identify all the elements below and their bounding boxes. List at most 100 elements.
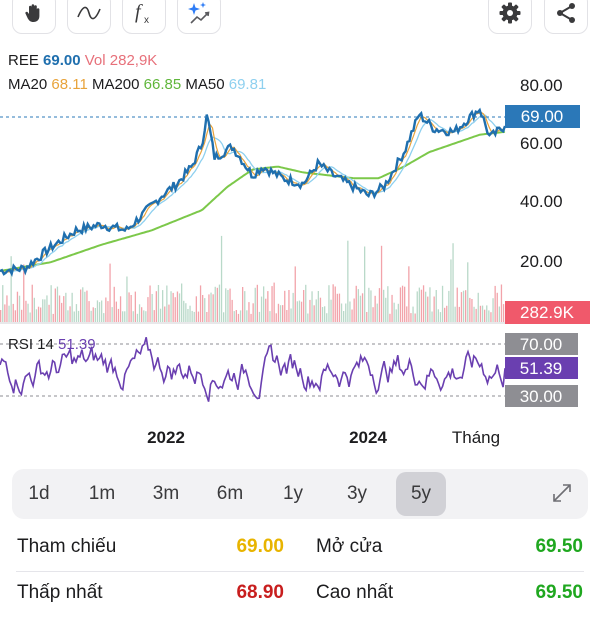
ma20-line: [0, 112, 506, 273]
settings-button[interactable]: [488, 0, 532, 34]
volume-bar: [44, 299, 46, 322]
volume-bar: [136, 313, 139, 322]
stats-divider: [16, 571, 584, 572]
share-button[interactable]: [544, 0, 588, 34]
volume-bar: [389, 313, 391, 322]
volume-bar: [77, 310, 80, 322]
volume-bar: [319, 297, 322, 322]
volume-bar: [502, 304, 505, 322]
volume-bar: [296, 301, 298, 322]
volume-bar: [258, 311, 261, 322]
volume-bar: [223, 312, 225, 322]
volume-bar: [170, 291, 172, 322]
range-1d[interactable]: 1d: [28, 483, 50, 504]
volume-bar: [401, 285, 404, 322]
volume-bar: [380, 245, 383, 322]
range-5y[interactable]: 5y: [396, 472, 446, 516]
volume-bar: [427, 296, 429, 322]
volume-bar: [431, 311, 433, 322]
volume-bar: [305, 284, 307, 322]
time-axis: 2022 2024 Tháng: [147, 428, 500, 447]
hand-tool-button[interactable]: [12, 0, 56, 34]
volume-bar: [368, 287, 370, 322]
volume-bar: [439, 312, 442, 322]
volume-bar: [86, 290, 88, 322]
volume-bar: [183, 300, 185, 322]
range-6m[interactable]: 6m: [216, 483, 244, 504]
volume-bar: [265, 298, 267, 322]
reference-value: 69.00: [236, 536, 284, 557]
range-1m[interactable]: 1m: [88, 483, 116, 504]
volume-bar: [284, 290, 286, 322]
volume-bar: [40, 307, 42, 322]
volume-bar: [88, 301, 90, 322]
volume-bar: [237, 313, 240, 322]
range-3m[interactable]: 3m: [152, 483, 180, 504]
volume-bar: [473, 306, 475, 322]
volume-bar: [321, 307, 324, 322]
volume-bar: [82, 287, 84, 322]
ai-analysis-button[interactable]: [177, 0, 221, 34]
volume-bar: [288, 290, 290, 322]
price-chart[interactable]: 80.00 60.00 40.00 20.00 69.00 282.9K RSI…: [0, 38, 600, 458]
volume-bar: [16, 291, 19, 322]
fullscreen-button[interactable]: [550, 481, 574, 510]
volume-bar: [96, 300, 99, 322]
volume-bar: [494, 285, 496, 322]
volume-bar: [25, 300, 27, 322]
volume-bar: [176, 291, 179, 322]
stats-row: Thấp nhất 68.90 Cao nhất 69.50: [0, 582, 600, 622]
rsi-70-text: 70.00: [520, 335, 563, 354]
volume-bar: [408, 266, 410, 322]
volume-bar: [498, 306, 500, 322]
range-1y[interactable]: 1y: [282, 483, 304, 504]
volume-bar: [433, 296, 435, 322]
volume-bar: [65, 292, 67, 322]
function-icon: f x: [135, 1, 149, 26]
volume-bar: [12, 303, 14, 322]
volume-bar: [345, 303, 347, 322]
price-axis: 80.00 60.00 40.00 20.00: [520, 76, 563, 271]
expand-icon: [553, 484, 571, 502]
high-value: 69.50: [535, 582, 583, 603]
ma200-label: MA200: [91, 76, 140, 93]
volume-bar: [178, 293, 181, 322]
volume-bar: [425, 291, 427, 322]
volume-bar: [357, 289, 359, 322]
volume-bar: [63, 296, 65, 322]
volume-badge-text: 282.9K: [520, 303, 575, 322]
price-tick-20: 20.00: [520, 252, 563, 271]
volume-bar: [387, 286, 389, 322]
volume-bar: [391, 294, 393, 322]
volume-bar: [326, 313, 328, 322]
rsi-current-badge: 51.39: [505, 357, 578, 379]
range-3y[interactable]: 3y: [346, 483, 368, 504]
volume-bar: [267, 291, 269, 322]
volume-bar: [412, 306, 414, 322]
indicator-button[interactable]: f x: [122, 0, 166, 34]
volume-bar: [307, 313, 309, 322]
line-tool-button[interactable]: [67, 0, 111, 34]
volume-bar: [418, 287, 420, 322]
volume-bar: [202, 295, 204, 322]
volume-bar: [101, 300, 103, 322]
ma20-value: 68.11: [51, 76, 88, 93]
volume-bar: [250, 313, 252, 322]
volume-bar: [75, 304, 78, 322]
price-line: [0, 107, 507, 277]
reference-label: Tham chiếu: [17, 536, 117, 557]
volume-bar: [372, 307, 374, 322]
volume-bar: [324, 306, 326, 322]
volume-bar: [244, 291, 246, 322]
volume-bar: [4, 304, 6, 322]
volume-bar: [113, 286, 115, 322]
volume-bar: [273, 282, 275, 322]
volume-bar: [492, 298, 494, 322]
rsi-30-badge: 30.00: [505, 385, 578, 407]
volume-bar: [119, 296, 122, 322]
volume-bar: [269, 311, 271, 322]
volume-bar: [103, 313, 105, 322]
volume-bar: [311, 291, 313, 322]
rsi-70-badge: 70.00: [505, 333, 578, 355]
volume-bar: [107, 301, 109, 322]
